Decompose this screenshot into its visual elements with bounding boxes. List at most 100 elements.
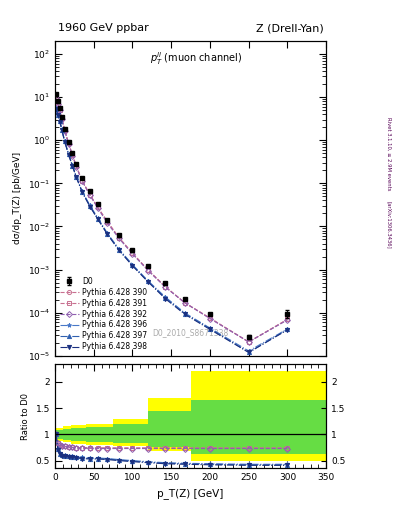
Pythia 6.428 392 xyxy=(74,164,79,170)
Pythia 6.428 391 xyxy=(88,191,92,198)
Pythia 6.428 397 xyxy=(130,262,135,268)
Pythia 6.428 390 xyxy=(80,178,84,184)
Pythia 6.428 391 xyxy=(53,94,58,100)
Pythia 6.428 390 xyxy=(246,339,251,345)
Pythia 6.428 391 xyxy=(66,140,71,146)
Pythia 6.428 396 xyxy=(88,202,92,208)
Pythia 6.428 397 xyxy=(146,279,151,285)
Pythia 6.428 398 xyxy=(105,231,110,237)
Pythia 6.428 391 xyxy=(130,250,135,257)
Pythia 6.428 398 xyxy=(59,127,64,133)
Pythia 6.428 390 xyxy=(66,140,71,146)
Pythia 6.428 391 xyxy=(285,316,290,323)
Text: 1960 GeV ppbar: 1960 GeV ppbar xyxy=(58,23,149,33)
Pythia 6.428 397 xyxy=(105,230,110,237)
Pythia 6.428 398 xyxy=(163,296,168,302)
Pythia 6.428 390 xyxy=(70,152,75,158)
Pythia 6.428 392 xyxy=(146,267,151,273)
Pythia 6.428 391 xyxy=(80,178,84,184)
Pythia 6.428 397 xyxy=(246,349,251,355)
Pythia 6.428 391 xyxy=(62,127,67,133)
Pythia 6.428 397 xyxy=(57,118,62,124)
Pythia 6.428 390 xyxy=(74,163,79,169)
Pythia 6.428 397 xyxy=(80,188,84,195)
Pythia 6.428 396 xyxy=(95,215,100,221)
Line: Pythia 6.428 398: Pythia 6.428 398 xyxy=(54,107,290,354)
Pythia 6.428 391 xyxy=(163,284,168,290)
Pythia 6.428 392 xyxy=(130,251,135,257)
Y-axis label: Ratio to D0: Ratio to D0 xyxy=(21,393,30,439)
Pythia 6.428 397 xyxy=(95,216,100,222)
Pythia 6.428 396 xyxy=(70,162,75,168)
Pythia 6.428 391 xyxy=(95,204,100,210)
Pythia 6.428 398 xyxy=(146,279,151,285)
X-axis label: p_T(Z) [GeV]: p_T(Z) [GeV] xyxy=(158,488,224,499)
Pythia 6.428 392 xyxy=(208,315,212,322)
Line: Pythia 6.428 390: Pythia 6.428 390 xyxy=(54,95,290,344)
Pythia 6.428 391 xyxy=(208,315,212,321)
Pythia 6.428 398 xyxy=(285,327,290,333)
Pythia 6.428 397 xyxy=(88,203,92,209)
Line: Pythia 6.428 392: Pythia 6.428 392 xyxy=(54,96,290,344)
Pythia 6.428 390 xyxy=(208,315,212,321)
Pythia 6.428 397 xyxy=(53,105,58,112)
Pythia 6.428 398 xyxy=(66,152,71,158)
Pythia 6.428 390 xyxy=(95,204,100,210)
Pythia 6.428 391 xyxy=(182,300,187,306)
Pythia 6.428 398 xyxy=(74,174,79,180)
Pythia 6.428 396 xyxy=(59,126,64,132)
Pythia 6.428 391 xyxy=(70,152,75,158)
Pythia 6.428 396 xyxy=(285,326,290,332)
Pythia 6.428 397 xyxy=(70,163,75,169)
Pythia 6.428 396 xyxy=(66,151,71,157)
Pythia 6.428 390 xyxy=(182,300,187,306)
Pythia 6.428 398 xyxy=(55,112,60,118)
Pythia 6.428 398 xyxy=(130,263,135,269)
Pythia 6.428 391 xyxy=(117,234,121,241)
Pythia 6.428 392 xyxy=(117,236,121,242)
Pythia 6.428 397 xyxy=(182,311,187,317)
Pythia 6.428 390 xyxy=(117,234,121,241)
Pythia 6.428 396 xyxy=(62,138,67,144)
Pythia 6.428 392 xyxy=(105,220,110,226)
Pythia 6.428 396 xyxy=(182,310,187,316)
Pythia 6.428 397 xyxy=(62,138,67,144)
Pythia 6.428 390 xyxy=(146,267,151,273)
Pythia 6.428 392 xyxy=(66,141,71,147)
Pythia 6.428 396 xyxy=(57,118,62,124)
Pythia 6.428 392 xyxy=(285,317,290,323)
Pythia 6.428 391 xyxy=(146,267,151,273)
Pythia 6.428 392 xyxy=(62,128,67,134)
Text: [arXiv:1306.3436]: [arXiv:1306.3436] xyxy=(386,201,391,249)
Pythia 6.428 397 xyxy=(163,295,168,301)
Pythia 6.428 398 xyxy=(80,189,84,196)
Pythia 6.428 392 xyxy=(95,205,100,211)
Pythia 6.428 398 xyxy=(70,163,75,169)
Pythia 6.428 398 xyxy=(208,326,212,332)
Pythia 6.428 397 xyxy=(285,326,290,332)
Pythia 6.428 396 xyxy=(208,325,212,331)
Legend: D0, Pythia 6.428 390, Pythia 6.428 391, Pythia 6.428 392, Pythia 6.428 396, Pyth: D0, Pythia 6.428 390, Pythia 6.428 391, … xyxy=(57,274,149,354)
Pythia 6.428 397 xyxy=(117,247,121,253)
Pythia 6.428 392 xyxy=(57,108,62,114)
Line: Pythia 6.428 391: Pythia 6.428 391 xyxy=(54,95,290,344)
Pythia 6.428 396 xyxy=(105,230,110,236)
Pythia 6.428 391 xyxy=(105,219,110,225)
Pythia 6.428 398 xyxy=(57,118,62,124)
Pythia 6.428 390 xyxy=(55,101,60,107)
Text: $p_T^{ll}$ (muon channel): $p_T^{ll}$ (muon channel) xyxy=(150,50,242,67)
Pythia 6.428 398 xyxy=(117,247,121,253)
Pythia 6.428 397 xyxy=(208,326,212,332)
Pythia 6.428 390 xyxy=(88,191,92,198)
Pythia 6.428 392 xyxy=(70,153,75,159)
Pythia 6.428 390 xyxy=(105,219,110,225)
Pythia 6.428 398 xyxy=(62,139,67,145)
Pythia 6.428 390 xyxy=(163,284,168,290)
Pythia 6.428 390 xyxy=(53,94,58,100)
Pythia 6.428 398 xyxy=(182,311,187,317)
Pythia 6.428 392 xyxy=(163,284,168,290)
Pythia 6.428 398 xyxy=(95,216,100,222)
Pythia 6.428 391 xyxy=(59,115,64,121)
Pythia 6.428 390 xyxy=(130,250,135,257)
Pythia 6.428 390 xyxy=(62,127,67,133)
